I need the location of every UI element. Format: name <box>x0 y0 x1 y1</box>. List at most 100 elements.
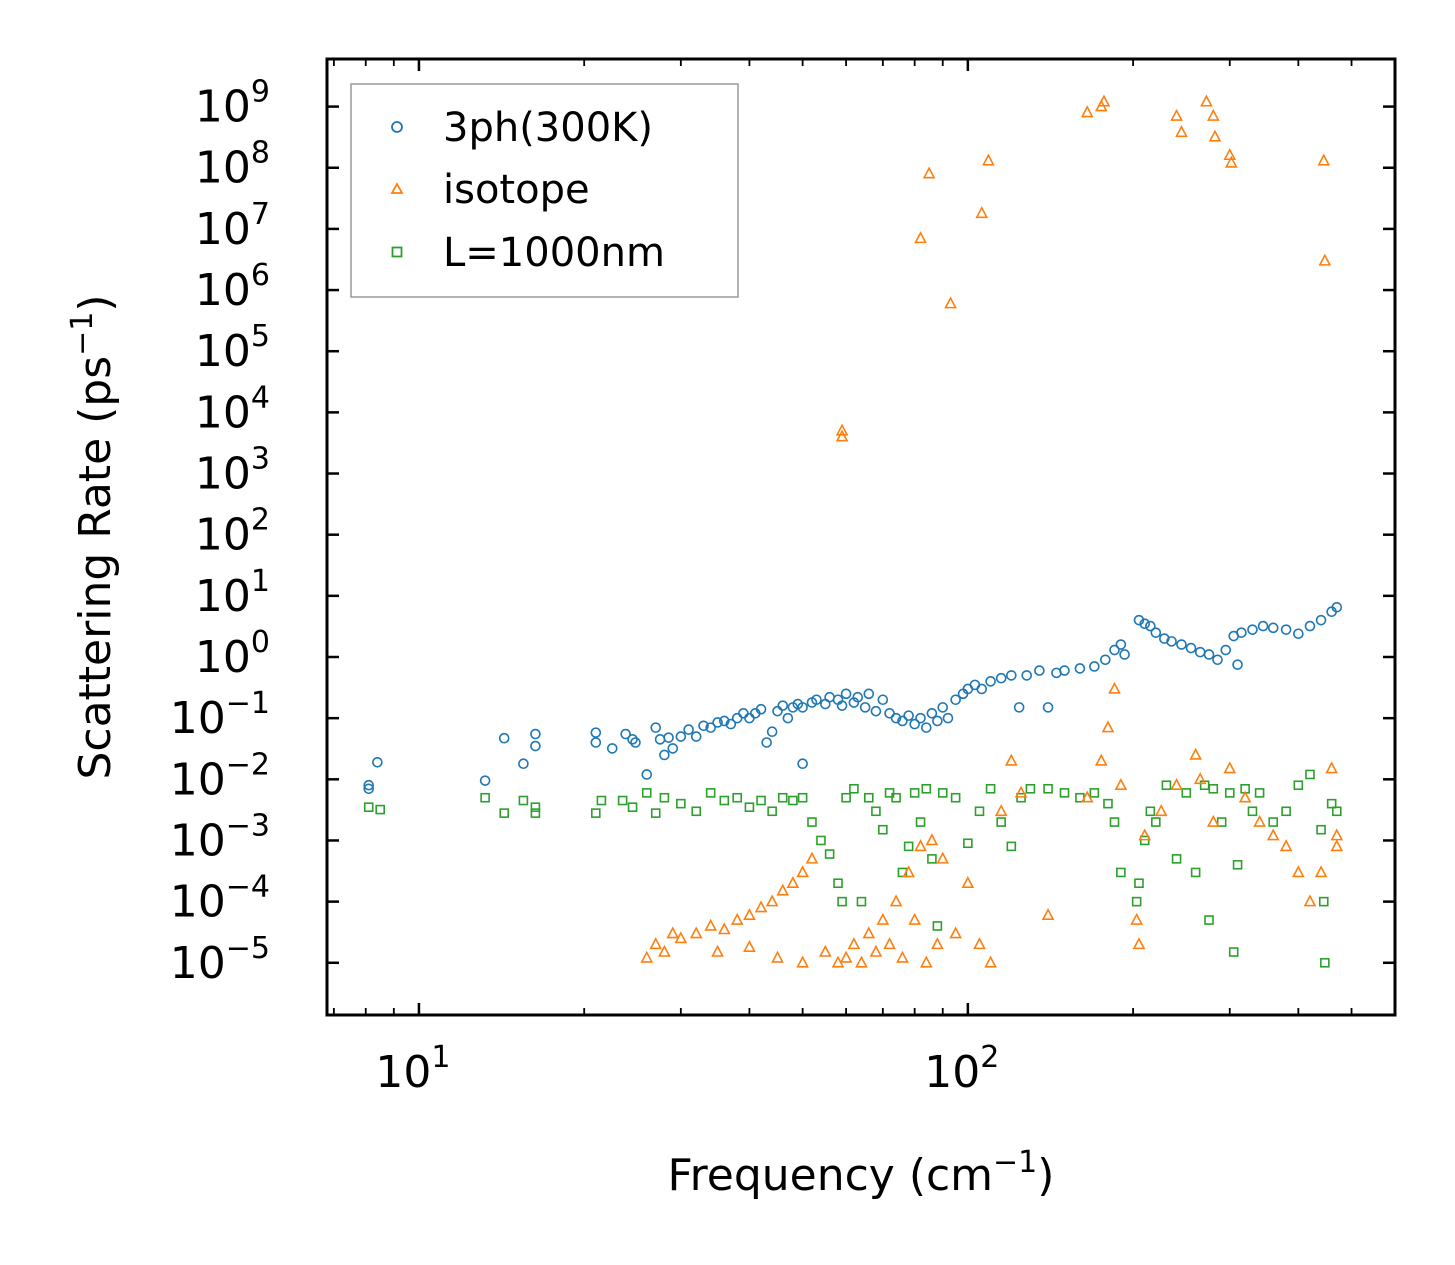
legend-circle-marker <box>391 121 403 133</box>
tick-exponent: 1 <box>251 564 270 599</box>
data-point <box>771 950 784 963</box>
data-point <box>896 950 909 963</box>
data-point <box>650 808 661 818</box>
data-point <box>530 728 541 740</box>
data-point <box>676 798 686 809</box>
data-point <box>675 731 687 742</box>
data-point <box>1130 912 1143 925</box>
data-point <box>659 749 670 761</box>
data-point <box>698 720 709 732</box>
data-point <box>833 878 843 889</box>
data-point <box>909 718 920 730</box>
data-point <box>788 795 798 806</box>
data-point <box>754 900 768 913</box>
data-point <box>1159 633 1170 644</box>
tick-base: 10 <box>195 143 251 194</box>
data-point <box>1292 865 1305 878</box>
tick-base: 10 <box>170 877 226 928</box>
data-point <box>705 788 716 798</box>
y-tick-label: 105 <box>195 319 270 377</box>
data-point <box>932 921 943 931</box>
data-point <box>849 783 859 794</box>
data-point <box>630 737 641 748</box>
data-point <box>1170 778 1183 791</box>
data-point <box>649 937 663 950</box>
data-point <box>950 694 961 706</box>
data-point <box>1145 620 1156 632</box>
data-point <box>1254 788 1265 798</box>
legend-triangle-marker <box>390 182 404 194</box>
data-point <box>1317 153 1331 166</box>
data-point <box>1170 108 1183 121</box>
y-tick-label: 101 <box>195 564 270 622</box>
data-point <box>1193 772 1207 785</box>
data-point <box>1133 614 1145 626</box>
x-tick-label: 101 <box>375 1040 450 1098</box>
data-point <box>1150 627 1162 638</box>
data-point <box>824 849 835 859</box>
tick-exponent: 2 <box>251 503 270 538</box>
tick-base: 10 <box>195 265 251 316</box>
data-point <box>1279 839 1293 852</box>
data-point <box>666 926 680 939</box>
data-point <box>876 912 890 925</box>
tick-base: 10 <box>170 938 226 989</box>
data-point <box>836 700 848 711</box>
data-point <box>777 700 789 711</box>
data-point <box>1212 654 1223 666</box>
data-point <box>1204 915 1214 925</box>
data-point <box>863 688 875 700</box>
tick-base: 10 <box>195 326 251 377</box>
data-point <box>1228 947 1239 957</box>
data-point <box>1013 702 1025 713</box>
data-point <box>1326 798 1337 809</box>
data-point <box>1139 618 1151 630</box>
data-point <box>949 926 962 939</box>
data-point <box>1225 155 1238 168</box>
data-point <box>922 166 936 179</box>
data-point <box>1206 814 1220 827</box>
data-point <box>744 802 755 812</box>
data-point <box>864 792 874 803</box>
tick-exponent: −5 <box>226 931 270 966</box>
data-point <box>807 817 817 827</box>
tick-exponent: 3 <box>251 442 270 477</box>
tick-base: 10 <box>170 754 226 805</box>
data-point <box>1267 622 1279 634</box>
y-tick-label: 10−3 <box>170 808 270 866</box>
data-point <box>909 788 920 798</box>
data-point <box>1161 780 1172 791</box>
data-point <box>921 783 932 794</box>
data-point <box>1266 828 1280 841</box>
data-point <box>871 806 881 817</box>
data-point <box>765 894 779 907</box>
data-point <box>839 950 853 963</box>
data-point <box>937 702 949 713</box>
data-point <box>617 795 628 806</box>
data-point <box>963 838 973 849</box>
tick-exponent: −3 <box>226 808 270 843</box>
tick-exponent: 8 <box>251 136 270 171</box>
data-point <box>691 806 702 817</box>
data-point <box>805 851 819 864</box>
tick-base: 10 <box>924 1047 980 1098</box>
data-point <box>590 737 602 748</box>
data-point <box>889 894 903 907</box>
data-point <box>816 835 826 846</box>
data-point <box>711 944 724 957</box>
tick-base: 10 <box>195 510 251 561</box>
data-point <box>1315 614 1327 626</box>
data-point <box>819 944 832 957</box>
data-point <box>902 865 915 878</box>
tick-exponent: −2 <box>226 747 270 782</box>
data-point <box>1134 878 1144 889</box>
data-point <box>1303 894 1317 907</box>
data-point <box>996 817 1006 827</box>
data-point <box>985 676 996 687</box>
data-point <box>1006 841 1017 852</box>
data-point <box>530 808 541 818</box>
data-point <box>1151 817 1161 827</box>
data-point <box>1139 835 1150 846</box>
data-point <box>1247 806 1258 817</box>
y-tick-label: 102 <box>195 503 270 561</box>
